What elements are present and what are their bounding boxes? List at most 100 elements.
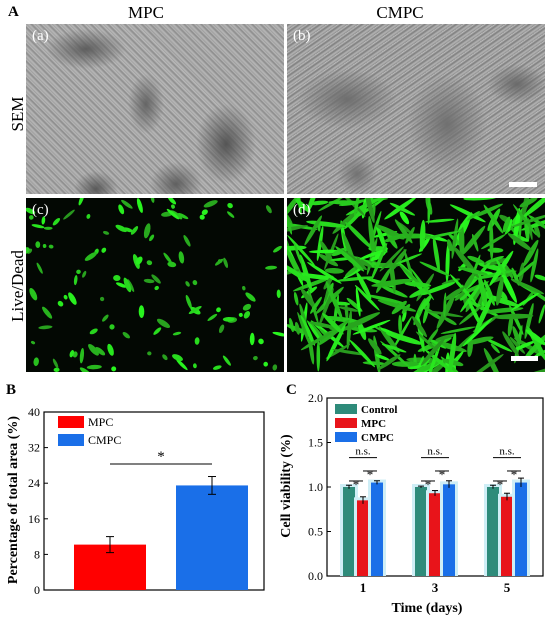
significance-star: * (353, 477, 360, 492)
cell-mark (446, 239, 453, 252)
sub-label-b: (b) (293, 28, 311, 44)
x-tick-label: 5 (504, 580, 511, 595)
cell-mark (42, 306, 53, 319)
cell-mark (143, 278, 155, 284)
cell-mark (192, 280, 198, 286)
cell-mark (122, 331, 130, 339)
sub-label-d: (d) (293, 202, 311, 218)
cell-mark (512, 340, 535, 351)
cell-mark (485, 255, 504, 264)
cell-mark (392, 316, 412, 351)
cell-mark (345, 221, 373, 249)
cell-mark (30, 340, 36, 345)
cell-mark (478, 274, 488, 309)
cell-mark (496, 276, 504, 306)
cell-mark (459, 305, 483, 325)
cell-mark (156, 318, 171, 329)
panel-letter-b: B (6, 382, 16, 398)
y-tick-label: 16 (28, 512, 40, 526)
scale-bar-live-dead (511, 356, 538, 361)
cell-mark (432, 236, 440, 272)
cell-mark (359, 250, 384, 260)
cell-mark (443, 316, 457, 326)
bar-mpc-day-3 (429, 493, 441, 576)
cell-mark (307, 198, 319, 213)
cell-mark (292, 276, 334, 292)
cell-mark (354, 285, 380, 311)
cell-mark (322, 313, 344, 335)
cell-mark (149, 234, 155, 242)
cell-mark (422, 302, 430, 324)
cell-mark (245, 292, 256, 302)
cell-mark (249, 332, 255, 346)
legend-label: CMPC (88, 433, 121, 447)
significance-star: * (157, 449, 165, 465)
column-title-mpc: MPC (128, 3, 164, 22)
cell-mark (391, 300, 407, 315)
sem-image-mpc: (a) (26, 24, 284, 194)
bar-control-day-3 (415, 487, 427, 576)
cell-mark (324, 267, 344, 274)
cell-mark (194, 337, 200, 345)
cell-mark (522, 198, 545, 218)
cell-mark (201, 209, 208, 216)
cell-mark (86, 213, 91, 219)
cell-mark (227, 211, 235, 218)
cell-mark (118, 204, 125, 215)
cell-mark (390, 249, 407, 272)
cell-mark (402, 310, 407, 322)
cell-mark (473, 295, 493, 335)
cell-mark (409, 286, 430, 298)
cell-mark (162, 354, 168, 361)
cell-mark (377, 299, 417, 312)
chart-c-ylabel: Cell viability (%) (279, 434, 294, 538)
cell-mark (176, 359, 188, 371)
legend-swatch (335, 404, 357, 414)
cell-mark (299, 272, 318, 279)
cell-mark (332, 209, 359, 234)
cell-mark (511, 292, 541, 311)
cell-mark (419, 261, 450, 277)
cell-mark (508, 304, 524, 335)
live-dead-image-cmpc: (d) (287, 198, 545, 372)
cell-mark (448, 332, 457, 372)
bar-mpc-day-5 (501, 496, 513, 576)
cell-mark (512, 204, 537, 236)
cell-mark (138, 305, 145, 318)
cell-mark (304, 215, 323, 246)
cell-mark (458, 223, 465, 257)
cell-mark (95, 346, 106, 356)
cell-mark (457, 266, 488, 276)
bar-mpc-day-1 (357, 500, 369, 576)
cell-mark (223, 257, 229, 268)
cell-mark (42, 244, 47, 248)
cell-mark (317, 319, 350, 346)
cell-mark (525, 329, 545, 346)
significance-star: * (367, 467, 374, 482)
cell-mark (489, 220, 494, 261)
cell-mark (309, 200, 329, 206)
cell-mark (163, 252, 172, 264)
cell-mark (427, 343, 441, 372)
cell-mark (342, 312, 381, 331)
cell-mark (332, 349, 366, 356)
cell-mark (68, 292, 77, 305)
cell-mark (265, 205, 272, 214)
cell-mark (36, 262, 43, 274)
cell-mark (287, 235, 316, 267)
cell-mark (349, 339, 376, 368)
cell-mark (467, 211, 480, 221)
cell-mark (490, 343, 500, 354)
cell-mark (512, 326, 521, 346)
cell-mark (113, 274, 121, 282)
cell-mark (422, 230, 463, 240)
significance-star: * (497, 477, 504, 492)
significance-star: * (425, 477, 432, 492)
cell-mark (185, 294, 192, 309)
cell-mark (86, 364, 102, 370)
sub-label-c: (c) (32, 202, 49, 218)
cell-mark (355, 287, 361, 317)
legend-swatch (58, 434, 84, 446)
bar-cmpc-day-5 (515, 482, 527, 576)
scale-bar-sem (509, 182, 537, 187)
